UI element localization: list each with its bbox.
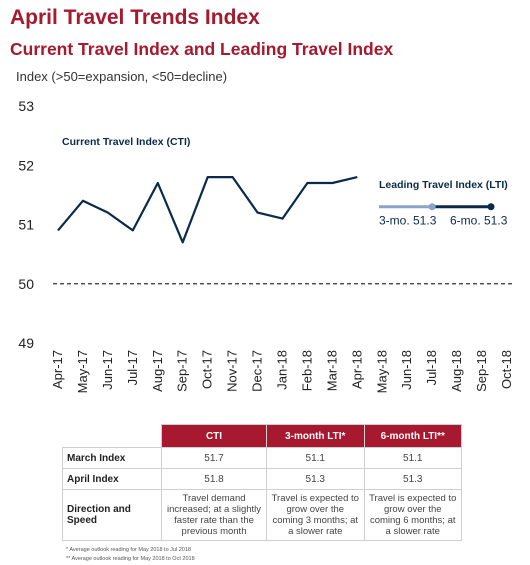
direction-6mo-lti-text: Travel is expected to grow over the comi… xyxy=(363,489,462,541)
footnote-6mo: ** Average outlook reading for May 2018 … xyxy=(66,556,195,562)
table-header-row: CTI 3-month LTI* 6-month LTI** xyxy=(62,424,462,448)
march-3mo-lti-value: 51.1 xyxy=(266,447,365,469)
x-tick-label-apr-17: Apr-17 xyxy=(50,350,65,389)
row-label-march: March Index xyxy=(62,447,162,469)
table-corner-cell xyxy=(62,424,162,448)
x-tick-label-feb-18: Feb-18 xyxy=(299,350,314,391)
x-tick-label-jul-18: Jul-18 xyxy=(424,350,439,385)
x-tick-label-aug-17: Aug-17 xyxy=(150,350,165,392)
page-title: April Travel Trends Index xyxy=(10,6,260,29)
y-axis-label: Index (>50=expansion, <50=decline) xyxy=(16,69,228,84)
lti-6mo-label: 6-mo. 51.3 xyxy=(450,214,508,228)
table-row: April Index 51.8 51.3 51.3 xyxy=(62,468,462,490)
x-tick-label-nov-17: Nov-17 xyxy=(225,350,240,392)
x-tick-label-aug-18: Aug-18 xyxy=(449,350,464,392)
april-6mo-lti-value: 51.3 xyxy=(363,468,462,490)
y-tick-label-50: 50 xyxy=(18,276,34,292)
x-tick-label-jun-18: Jun-18 xyxy=(399,350,414,390)
lti-title: Leading Travel Index (LTI) xyxy=(379,179,508,191)
table-header-cti: CTI xyxy=(160,424,268,448)
table-header-6mo-lti: 6-month LTI** xyxy=(363,424,462,448)
april-cti-value: 51.8 xyxy=(160,468,268,490)
cti-series-label: Current Travel Index (CTI) xyxy=(62,136,190,148)
march-6mo-lti-value: 51.1 xyxy=(363,447,462,469)
lti-3mo-label: 3-mo. 51.3 xyxy=(379,214,437,228)
x-tick-label-dec-17: Dec-17 xyxy=(250,350,265,392)
x-tick-label-oct-18: Oct-18 xyxy=(499,350,514,389)
x-tick-labels: Apr-17 May-17 Jun-17 Jul-17 Aug-17 Sep-17 Oct-… xyxy=(50,350,514,393)
x-tick-label-oct-17: Oct-17 xyxy=(200,350,215,389)
march-cti-value: 51.7 xyxy=(160,447,268,469)
table-row: Direction and Speed Travel demand increa… xyxy=(62,489,462,541)
april-3mo-lti-value: 51.3 xyxy=(266,468,365,490)
lti-3mo-marker xyxy=(428,203,436,211)
x-tick-label-sep-18: Sep-18 xyxy=(474,350,489,392)
x-tick-label-apr-18: Apr-18 xyxy=(349,350,364,389)
x-tick-label-may-18: May-18 xyxy=(374,350,389,393)
summary-table: CTI 3-month LTI* 6-month LTI** March Ind… xyxy=(62,424,462,541)
footnote-3mo: * Average outlook reading for May 2018 t… xyxy=(66,547,191,553)
lti-6mo-marker xyxy=(487,203,495,211)
lti-layer: Leading Travel Index (LTI) 3-mo. 51.3 6-mo… xyxy=(379,179,508,228)
row-label-direction: Direction and Speed xyxy=(62,489,162,541)
x-tick-label-may-17: May-17 xyxy=(75,350,90,393)
y-tick-label-52: 52 xyxy=(18,157,34,173)
direction-3mo-lti-text: Travel is expected to grow over the comi… xyxy=(266,489,365,541)
table-header-3mo-lti: 3-month LTI* xyxy=(266,424,365,448)
y-tick-label-51: 51 xyxy=(18,217,34,233)
chart-subtitle: Current Travel Index and Leading Travel … xyxy=(10,39,394,59)
y-tick-labels: 49 50 51 52 53 xyxy=(18,98,34,351)
table-row: March Index 51.7 51.1 51.1 xyxy=(62,447,462,469)
x-tick-label-jun-17: Jun-17 xyxy=(100,350,115,390)
series-layer: Current Travel Index (CTI) xyxy=(57,136,358,244)
y-tick-label-53: 53 xyxy=(18,98,34,114)
y-tick-label-49: 49 xyxy=(18,335,34,351)
x-tick-label-mar-18: Mar-18 xyxy=(324,350,339,391)
cti-series-line xyxy=(57,175,358,244)
travel-index-chart: 49 50 51 52 53 Apr-17 May-17 Jun-17 Jul-17 Aug-1… xyxy=(18,98,515,393)
x-tick-label-jan-18: Jan-18 xyxy=(275,350,290,390)
x-tick-label-jul-17: Jul-17 xyxy=(125,350,140,385)
direction-cti-text: Travel demand increased; at a slightly f… xyxy=(160,489,268,541)
x-tick-label-sep-17: Sep-17 xyxy=(175,350,190,392)
row-label-april: April Index xyxy=(62,468,162,490)
